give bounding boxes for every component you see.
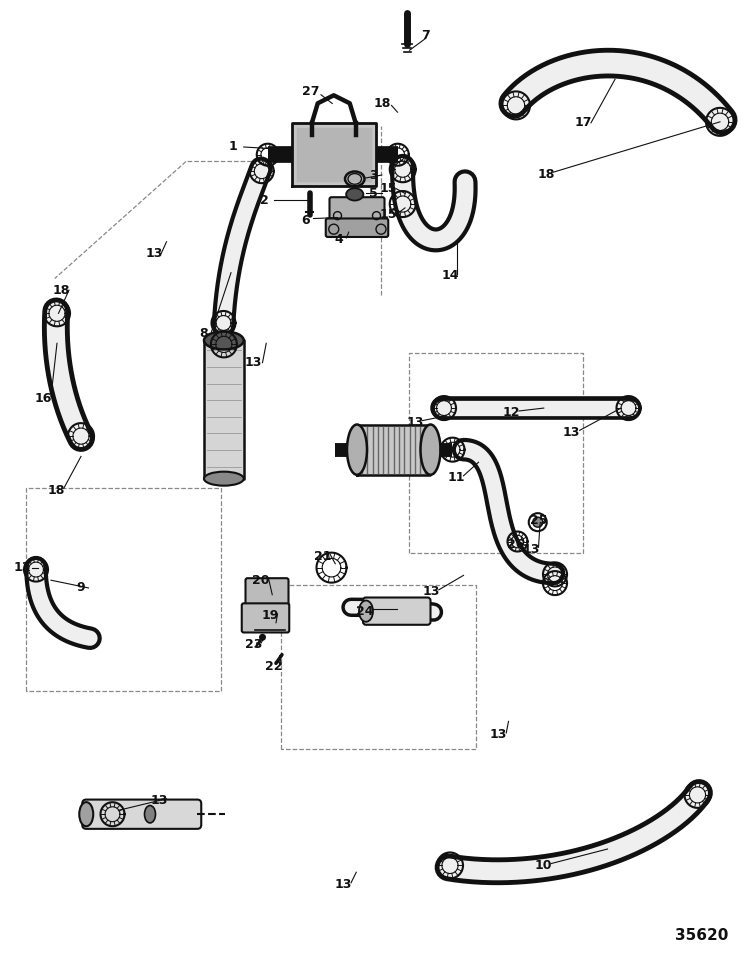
Text: 27: 27 <box>302 85 320 99</box>
Ellipse shape <box>346 189 363 200</box>
Text: 14: 14 <box>441 269 459 282</box>
Ellipse shape <box>204 472 244 485</box>
Text: 24: 24 <box>356 604 374 618</box>
Polygon shape <box>297 129 370 181</box>
Text: 23: 23 <box>244 638 262 652</box>
Text: 6: 6 <box>302 214 310 227</box>
Text: 17: 17 <box>574 116 592 130</box>
Text: 16: 16 <box>34 392 53 405</box>
FancyBboxPatch shape <box>82 800 201 829</box>
Text: 1: 1 <box>228 140 237 154</box>
Ellipse shape <box>80 803 93 826</box>
Text: 13: 13 <box>562 425 580 439</box>
FancyBboxPatch shape <box>329 197 385 224</box>
Text: 13: 13 <box>334 878 352 892</box>
FancyBboxPatch shape <box>245 578 289 608</box>
FancyBboxPatch shape <box>363 598 430 625</box>
Text: 13: 13 <box>422 585 440 599</box>
Text: 26: 26 <box>507 538 525 551</box>
Text: 8: 8 <box>200 327 208 340</box>
Ellipse shape <box>421 425 440 475</box>
Text: 19: 19 <box>261 609 279 623</box>
Text: 18: 18 <box>47 484 65 497</box>
Circle shape <box>532 517 543 527</box>
Text: 5: 5 <box>369 187 378 200</box>
Text: 18: 18 <box>374 97 392 110</box>
Text: 13: 13 <box>244 356 262 369</box>
Text: 11: 11 <box>447 471 465 484</box>
Text: 13: 13 <box>406 416 424 429</box>
Text: 18: 18 <box>53 283 70 297</box>
Text: 12: 12 <box>503 406 520 420</box>
Text: 13: 13 <box>145 247 163 260</box>
Text: 13: 13 <box>490 728 508 742</box>
Text: 35620: 35620 <box>674 927 728 943</box>
Text: 13: 13 <box>13 561 32 574</box>
FancyBboxPatch shape <box>326 219 388 237</box>
Text: 20: 20 <box>252 573 270 587</box>
FancyBboxPatch shape <box>242 603 290 632</box>
Polygon shape <box>357 425 430 475</box>
Text: 2: 2 <box>260 193 268 207</box>
Text: 15: 15 <box>380 182 398 195</box>
Text: 25: 25 <box>530 513 548 527</box>
Text: 3: 3 <box>369 168 378 182</box>
Text: 7: 7 <box>421 29 430 43</box>
Text: 21: 21 <box>314 549 332 563</box>
Text: 13: 13 <box>150 794 168 807</box>
Text: 13: 13 <box>522 542 540 556</box>
Ellipse shape <box>347 425 367 475</box>
Text: 9: 9 <box>76 581 86 595</box>
Ellipse shape <box>204 332 244 349</box>
Text: 15: 15 <box>380 208 398 221</box>
Text: 10: 10 <box>535 859 553 872</box>
Circle shape <box>259 633 266 641</box>
Text: 18: 18 <box>537 167 555 181</box>
Text: 22: 22 <box>265 659 283 673</box>
Ellipse shape <box>145 806 155 823</box>
Polygon shape <box>204 340 244 479</box>
Ellipse shape <box>359 601 373 622</box>
Text: 4: 4 <box>334 233 344 247</box>
Polygon shape <box>292 123 376 186</box>
